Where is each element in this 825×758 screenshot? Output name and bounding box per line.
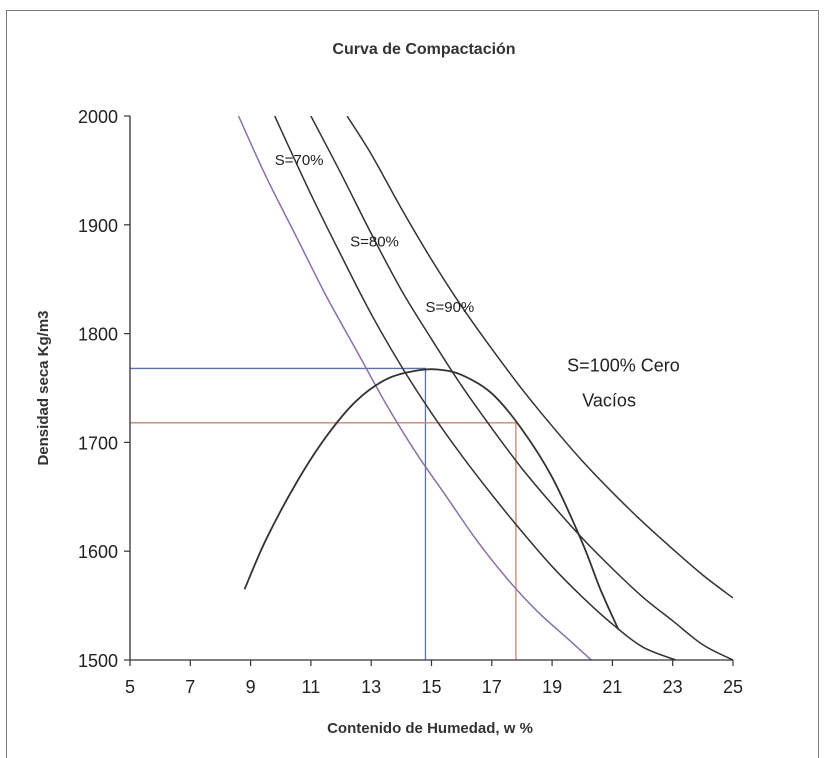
field-density-guide — [130, 422, 517, 660]
x-tick-label: 25 — [723, 677, 743, 697]
saturation-90-curve — [310, 116, 733, 660]
x-tick-label: 23 — [663, 677, 683, 697]
x-tick-label: 9 — [246, 677, 256, 697]
axes — [129, 116, 733, 661]
label-s100-line2: Vacíos — [582, 390, 636, 410]
x-tick-label: 21 — [602, 677, 622, 697]
tick-labels: 5 7 9 11 13 15 17 19 21 23 25 1500 1600 1700 1800 1900 2… — [78, 107, 743, 697]
x-tick-label: 19 — [542, 677, 562, 697]
x-tick-label: 13 — [361, 677, 381, 697]
y-tick-label: 1700 — [78, 433, 118, 453]
x-tick-label: 5 — [125, 677, 135, 697]
y-tick-label: 1800 — [78, 325, 118, 345]
saturation-70-curve — [237, 116, 592, 660]
x-tick-label: 17 — [482, 677, 502, 697]
series-layer — [237, 116, 733, 660]
y-axis-label: Densidad seca Kg/m3 — [35, 310, 52, 465]
x-tick-label: 15 — [421, 677, 441, 697]
y-tick-label: 1900 — [78, 216, 118, 236]
y-tick-label: 1500 — [78, 651, 118, 671]
label-s80: S=80% — [350, 234, 399, 251]
saturation-80-curve — [274, 116, 676, 660]
guide-lines — [130, 367, 517, 660]
y-tick-label: 2000 — [78, 107, 118, 127]
chart-title: Curva de Compactación — [332, 41, 515, 58]
label-s90: S=90% — [425, 299, 474, 316]
max-density-guide — [130, 367, 427, 660]
annotations: S=70% S=80% S=90% S=100% Cero Vacíos — [275, 152, 680, 411]
compaction-curve — [243, 368, 620, 630]
y-tick-label: 1600 — [78, 542, 118, 562]
zero-air-voids-curve — [346, 116, 733, 599]
x-tick-label: 11 — [302, 677, 321, 697]
x-tick-label: 7 — [185, 677, 195, 697]
label-s100-line1: S=100% Cero — [567, 356, 680, 376]
chart-frame — [6, 10, 819, 758]
x-axis-label: Contenido de Humedad, w % — [327, 720, 533, 737]
label-s70: S=70% — [275, 152, 324, 169]
